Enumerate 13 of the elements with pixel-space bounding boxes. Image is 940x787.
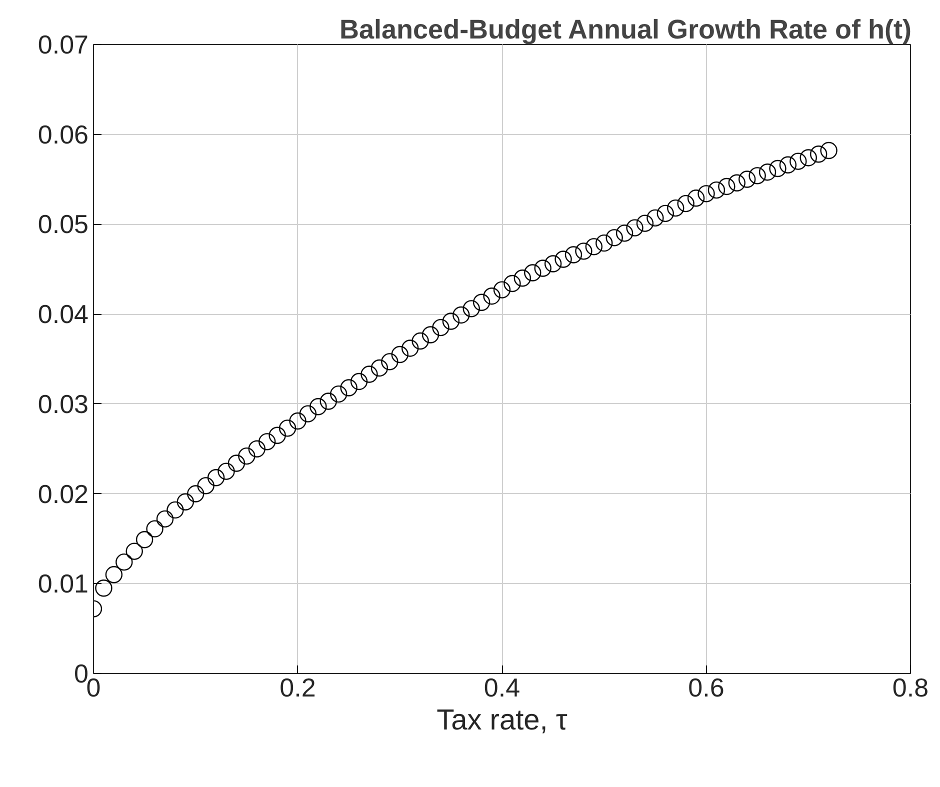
x-tick-label: 0.4 (484, 672, 520, 702)
y-tick-label: 0.03 (38, 388, 89, 419)
x-tick-label: 0.6 (688, 672, 724, 702)
x-axis-title: Tax rate, τ (436, 704, 568, 736)
y-tick-label: 0.06 (38, 119, 89, 150)
y-tick-label: 0.02 (38, 478, 89, 509)
y-tick-label: 0.05 (38, 209, 89, 240)
y-tick-label: 0.01 (38, 568, 89, 599)
chart-title: Balanced-Budget Annual Growth Rate of h(t) (340, 14, 912, 44)
x-tick-label: 0.2 (280, 672, 316, 702)
y-tick-label: 0.04 (38, 299, 89, 330)
x-tick-label: 0.8 (892, 672, 929, 702)
y-tick-label: 0.07 (38, 30, 89, 60)
